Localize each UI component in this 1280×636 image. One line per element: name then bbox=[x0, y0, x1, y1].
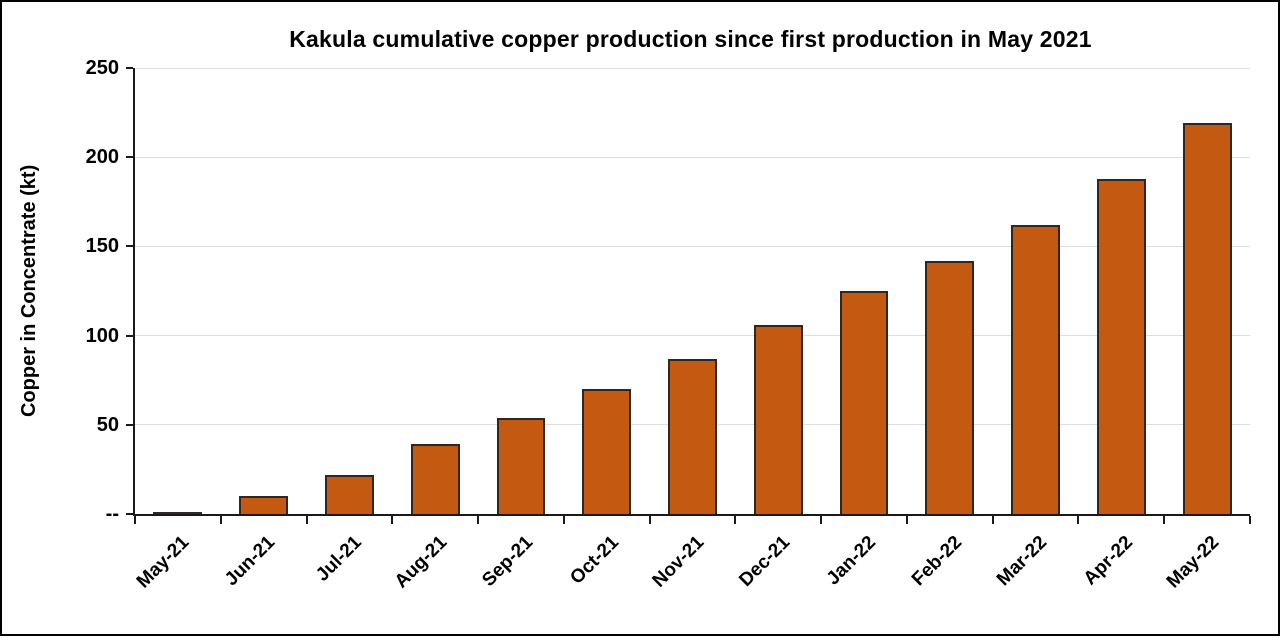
x-axis-tick-7 bbox=[734, 516, 737, 524]
y-axis-label-150: 150 bbox=[85, 235, 119, 258]
bar-Nov-21 bbox=[668, 358, 717, 514]
bar-Jul-21 bbox=[324, 474, 374, 514]
x-axis-label-Jan-22: Jan-22 bbox=[822, 532, 880, 590]
y-axis-tick-0 bbox=[126, 513, 133, 515]
x-axis-label-Dec-21: Dec-21 bbox=[735, 532, 795, 591]
x-axis-tick-6 bbox=[648, 516, 651, 524]
bar-Oct-21 bbox=[582, 389, 632, 514]
x-axis-tick-1 bbox=[219, 516, 222, 524]
x-axis-label-May-22: May-22 bbox=[1162, 532, 1223, 593]
y-axis-label-50: 50 bbox=[96, 413, 119, 436]
x-axis-label-May-21: May-21 bbox=[133, 532, 194, 593]
plot-area: -- 50 100 150 200 250 May-21 Jun-21 Jul-21 Aug-21… bbox=[86, 57, 1251, 592]
x-axis-tick-2 bbox=[305, 516, 308, 524]
x-axis-tick-10 bbox=[991, 516, 994, 524]
gridline-200 bbox=[135, 156, 1250, 158]
x-axis-tick-5 bbox=[562, 516, 565, 524]
x-axis-tick-3 bbox=[391, 516, 394, 524]
x-axis-label-Feb-22: Feb-22 bbox=[907, 532, 966, 591]
bar-Jan-22 bbox=[839, 291, 889, 514]
x-axis-label-Nov-21: Nov-21 bbox=[648, 532, 709, 592]
y-axis-tick-100 bbox=[126, 334, 133, 337]
y-axis-label-100: 100 bbox=[85, 324, 119, 347]
x-axis-tick-11 bbox=[1077, 516, 1080, 524]
chart-title: Kakula cumulative copper production sinc… bbox=[289, 26, 1092, 52]
bar-Jun-21 bbox=[239, 496, 289, 514]
y-axis-tick-250 bbox=[126, 67, 133, 69]
bar-Aug-21 bbox=[410, 444, 460, 514]
x-axis-label-Sep-21: Sep-21 bbox=[477, 532, 537, 591]
bar-May-22 bbox=[1182, 123, 1232, 514]
y-axis-label-200: 200 bbox=[85, 146, 119, 169]
x-axis-tick-8 bbox=[820, 516, 823, 524]
x-axis-label-Apr-22: Apr-22 bbox=[1079, 532, 1138, 590]
y-axis-tick-50 bbox=[126, 423, 133, 426]
bar-Feb-22 bbox=[925, 260, 975, 514]
y-axis-label-250: 250 bbox=[85, 57, 119, 79]
bar-Mar-22 bbox=[1011, 225, 1060, 514]
x-axis-tick-9 bbox=[905, 516, 908, 524]
bar-Dec-21 bbox=[753, 324, 803, 514]
x-axis-label-Mar-22: Mar-22 bbox=[993, 532, 1052, 591]
x-axis-tick-13 bbox=[1249, 516, 1251, 524]
bar-Apr-22 bbox=[1096, 178, 1146, 514]
x-axis-tick-12 bbox=[1163, 516, 1166, 524]
x-axis-tick-0 bbox=[134, 516, 136, 524]
x-axis-tick-4 bbox=[477, 516, 480, 524]
y-axis-label-0: -- bbox=[105, 503, 119, 525]
x-axis-label-Aug-21: Aug-21 bbox=[390, 532, 452, 593]
x-axis-label-Jul-21: Jul-21 bbox=[311, 532, 366, 586]
gridline-150 bbox=[135, 245, 1250, 247]
y-axis-tick-200 bbox=[126, 156, 133, 159]
y-axis-title: Copper in Concentrate (kt) bbox=[18, 164, 40, 418]
bar-Sep-21 bbox=[496, 417, 546, 514]
y-axis-tick-150 bbox=[126, 245, 133, 248]
x-axis-label-Oct-21: Oct-21 bbox=[565, 532, 623, 589]
gridline-250 bbox=[135, 67, 1250, 69]
x-axis-label-Jun-21: Jun-21 bbox=[221, 532, 280, 591]
bar-May-21 bbox=[153, 512, 203, 514]
gridline-100 bbox=[135, 335, 1250, 337]
